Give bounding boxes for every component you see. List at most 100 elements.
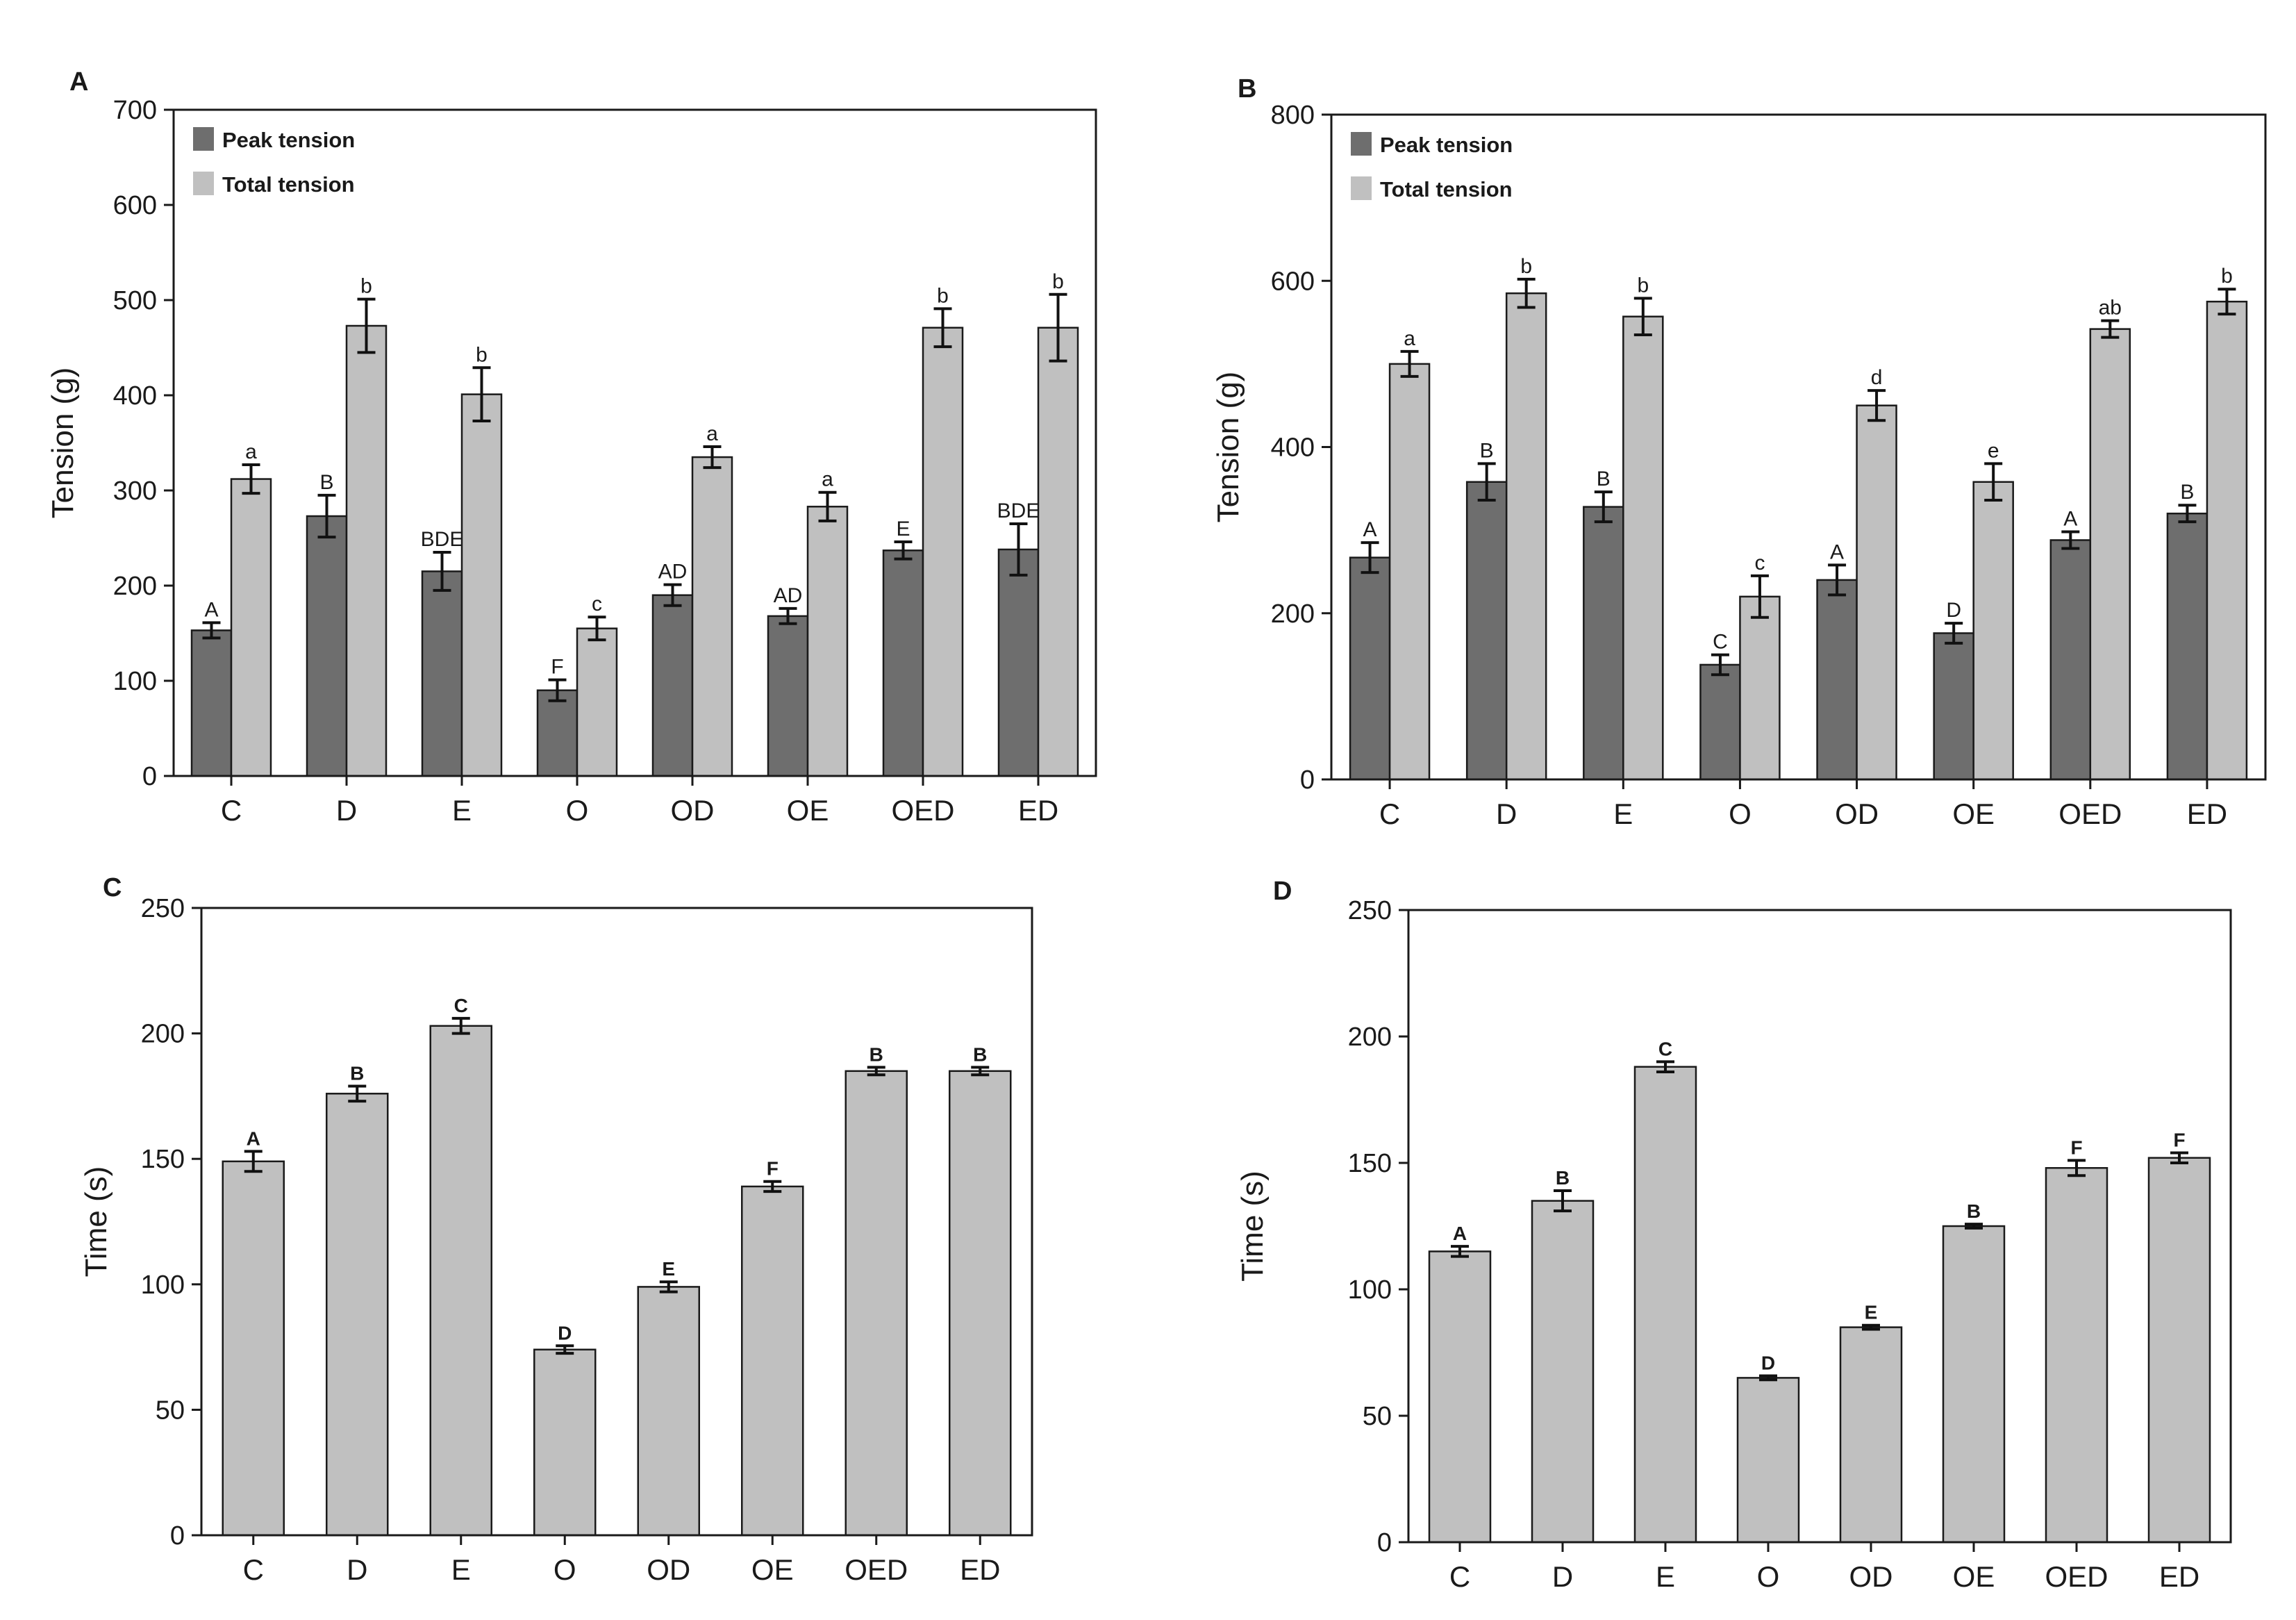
x-category-label: E bbox=[451, 1553, 471, 1586]
x-category-label: C bbox=[1379, 797, 1400, 830]
significance-label: C bbox=[454, 995, 468, 1016]
y-axis-title: Tension (g) bbox=[46, 367, 80, 519]
y-tick-label: 100 bbox=[1348, 1275, 1392, 1305]
panel-letter: C bbox=[103, 873, 122, 902]
peak-tension-bar bbox=[1349, 556, 1391, 781]
significance-label: a bbox=[822, 468, 833, 491]
significance-label: A bbox=[1453, 1223, 1467, 1244]
significance-label: a bbox=[245, 440, 257, 463]
y-axis-title: Time (s) bbox=[79, 1166, 113, 1278]
significance-label: b bbox=[1520, 255, 1532, 278]
significance-label: b bbox=[360, 275, 372, 298]
total-tension-bar bbox=[1856, 404, 1897, 781]
significance-label: A bbox=[1830, 540, 1844, 563]
y-tick-label: 0 bbox=[1377, 1528, 1392, 1557]
x-category-label: ED bbox=[2187, 797, 2227, 830]
time-bar bbox=[222, 1160, 285, 1537]
legend-swatch-peak bbox=[193, 127, 214, 151]
y-tick-label: 200 bbox=[113, 572, 157, 601]
y-tick-label: 150 bbox=[1348, 1149, 1392, 1178]
x-category-label: OD bbox=[1835, 797, 1879, 830]
significance-label: BDE bbox=[421, 528, 464, 551]
panel-letter: B bbox=[1238, 74, 1256, 104]
legend-swatch-peak bbox=[1351, 132, 1372, 156]
significance-label: E bbox=[1865, 1302, 1878, 1323]
y-tick-label: 100 bbox=[113, 667, 157, 696]
time-bar bbox=[845, 1070, 908, 1537]
significance-label: a bbox=[706, 422, 718, 445]
significance-label: F bbox=[767, 1158, 779, 1180]
time-bar bbox=[1633, 1066, 1697, 1544]
y-tick-label: 400 bbox=[1271, 433, 1315, 463]
significance-label: d bbox=[1871, 366, 1883, 389]
total-tension-bar bbox=[1622, 315, 1664, 781]
significance-label: ab bbox=[2099, 297, 2122, 320]
significance-label: b bbox=[1637, 274, 1649, 297]
significance-label: A bbox=[1363, 518, 1377, 541]
time-bar bbox=[741, 1185, 804, 1537]
total-tension-bar bbox=[1739, 595, 1781, 781]
total-tension-bar bbox=[1037, 327, 1079, 777]
x-category-label: D bbox=[347, 1553, 367, 1586]
x-category-label: OED bbox=[2045, 1560, 2108, 1593]
total-tension-bar bbox=[691, 456, 733, 777]
peak-tension-bar bbox=[190, 629, 233, 777]
total-tension-bar bbox=[460, 393, 503, 777]
time-bar bbox=[429, 1025, 492, 1537]
y-tick-label: 700 bbox=[113, 96, 157, 125]
significance-label: b bbox=[1052, 270, 1064, 293]
y-tick-label: 800 bbox=[1271, 101, 1315, 130]
y-tick-label: 50 bbox=[1363, 1402, 1392, 1431]
x-category-label: D bbox=[1496, 797, 1517, 830]
x-category-label: O bbox=[1729, 797, 1752, 830]
time-bar bbox=[2147, 1157, 2211, 1544]
significance-label: B bbox=[1480, 439, 1494, 462]
y-axis-title: Time (s) bbox=[1236, 1171, 1270, 1282]
significance-label: B bbox=[1556, 1167, 1570, 1189]
x-category-label: C bbox=[221, 794, 242, 827]
total-tension-bar bbox=[806, 506, 849, 777]
x-category-label: D bbox=[336, 794, 357, 827]
y-tick-label: 600 bbox=[113, 191, 157, 220]
significance-label: e bbox=[1988, 439, 1999, 462]
x-category-label: E bbox=[452, 794, 472, 827]
time-bar bbox=[1839, 1326, 1903, 1544]
significance-label: A bbox=[2063, 508, 2077, 531]
x-category-label: O bbox=[1757, 1560, 1780, 1593]
y-tick-label: 250 bbox=[141, 894, 185, 923]
time-bar bbox=[637, 1286, 700, 1537]
panel-d-time-chart: D Time (s) 0 50 100 150 200 250 A B C D E B F F C D E O OD OE… bbox=[1236, 877, 2232, 1593]
total-tension-bar bbox=[1388, 363, 1431, 781]
significance-label: B bbox=[319, 471, 333, 494]
x-category-label: OE bbox=[1953, 1560, 1995, 1593]
peak-tension-bar bbox=[2166, 512, 2208, 781]
x-category-label: E bbox=[1656, 1560, 1675, 1593]
y-tick-label: 400 bbox=[113, 381, 157, 411]
total-tension-bar bbox=[922, 327, 964, 777]
significance-label: AD bbox=[774, 584, 803, 607]
significance-label: D bbox=[558, 1322, 572, 1344]
y-tick-label: 200 bbox=[1271, 600, 1315, 629]
total-tension-bar bbox=[576, 627, 618, 777]
significance-label: c bbox=[1754, 552, 1765, 575]
x-category-label: OE bbox=[751, 1553, 794, 1586]
significance-label: F bbox=[2070, 1137, 2082, 1158]
significance-label: E bbox=[896, 518, 910, 540]
legend-label-peak: Peak tension bbox=[1380, 133, 1513, 157]
total-tension-bar bbox=[230, 478, 272, 777]
significance-label: b bbox=[2221, 265, 2233, 288]
y-tick-label: 150 bbox=[141, 1145, 185, 1174]
plot-frame bbox=[200, 907, 1033, 1537]
y-axis-title: Tension (g) bbox=[1211, 372, 1245, 523]
significance-label: B bbox=[1597, 468, 1611, 490]
x-category-label: ED bbox=[2159, 1560, 2199, 1593]
x-category-label: C bbox=[1449, 1560, 1470, 1593]
x-category-label: OE bbox=[1952, 797, 1995, 830]
total-tension-bar bbox=[1972, 481, 2014, 781]
time-bar bbox=[533, 1348, 597, 1537]
peak-tension-bar bbox=[882, 549, 924, 777]
x-category-label: ED bbox=[1018, 794, 1058, 827]
significance-label: b bbox=[937, 284, 949, 307]
significance-label: D bbox=[1761, 1352, 1775, 1373]
significance-label: B bbox=[973, 1043, 987, 1065]
